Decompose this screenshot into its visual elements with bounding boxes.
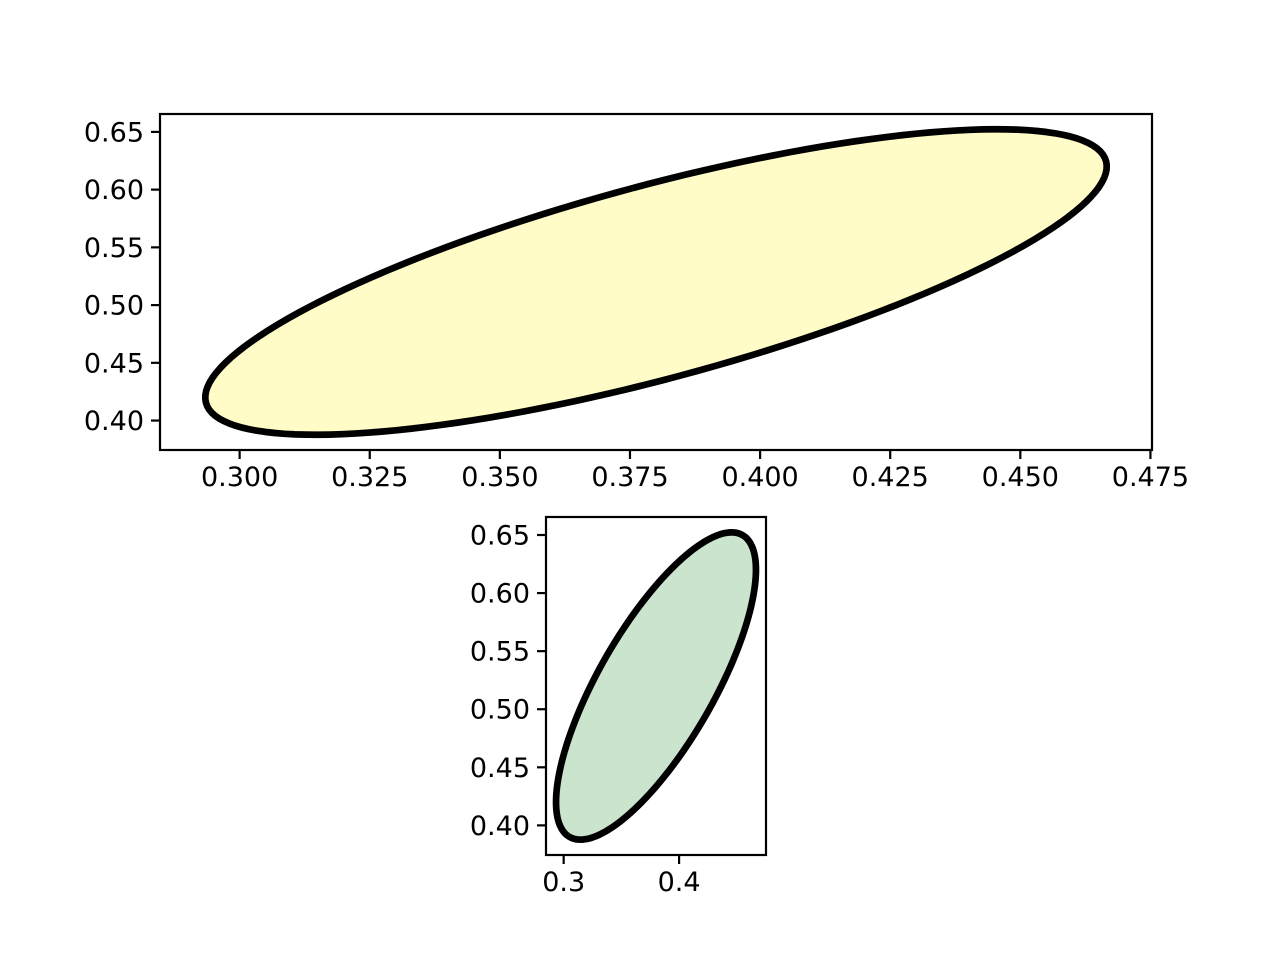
x-tick-label: 0.450 (982, 462, 1059, 493)
bottom-subplot: 0.3 0.4 0.40 0.45 0.50 0.55 0.60 0.65 (470, 515, 768, 898)
top-subplot: 0.300 0.325 0.350 0.375 0.400 0.425 0.450 0.475… (84, 112, 1189, 493)
x-tick-label: 0.350 (461, 462, 538, 493)
y-tick-label: 0.40 (84, 406, 144, 437)
x-tick-label: 0.475 (1112, 462, 1189, 493)
top-ellipse-plot-ellipse-patch (201, 125, 1111, 439)
y-tick-label: 0.65 (470, 520, 530, 551)
bottom-ellipse-plot-ellipse-patch (552, 529, 760, 843)
x-tick-label: 0.4 (658, 867, 701, 898)
y-tick-label: 0.60 (84, 175, 144, 206)
y-tick-label: 0.45 (470, 753, 530, 784)
top-ellipse-plot-axes-frame (158, 112, 1154, 452)
x-tick-label: 0.300 (201, 462, 278, 493)
bottom-ellipse-plot-axes-frame (544, 515, 768, 857)
y-tick-label: 0.50 (470, 695, 530, 726)
x-tick-label: 0.3 (542, 867, 585, 898)
y-tick-label: 0.55 (470, 637, 530, 668)
top-subplot-axes: 0.300 0.325 0.350 0.375 0.400 0.425 0.450 0.475… (84, 112, 1189, 493)
y-tick-label: 0.65 (84, 117, 144, 148)
x-tick-label: 0.325 (331, 462, 408, 493)
y-tick-label: 0.40 (470, 811, 530, 842)
x-tick-label: 0.425 (852, 462, 929, 493)
x-tick-label: 0.400 (721, 462, 798, 493)
y-tick-label: 0.45 (84, 348, 144, 379)
bottom-subplot-axes: 0.3 0.4 0.40 0.45 0.50 0.55 0.60 0.65 (470, 515, 768, 898)
x-tick-label: 0.375 (591, 462, 668, 493)
y-tick-label: 0.50 (84, 291, 144, 322)
y-tick-label: 0.55 (84, 233, 144, 264)
y-tick-label: 0.60 (470, 579, 530, 610)
